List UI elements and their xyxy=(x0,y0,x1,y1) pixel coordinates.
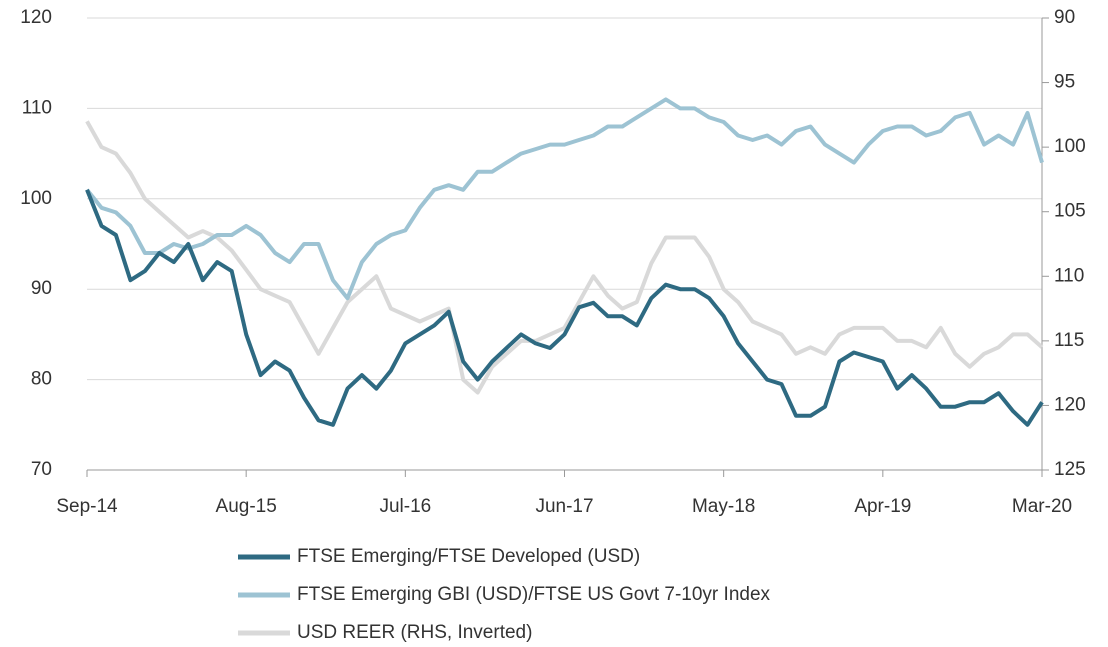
legend-label: USD REER (RHS, Inverted) xyxy=(297,622,532,643)
series-line xyxy=(85,97,1044,301)
series-line xyxy=(85,120,1044,395)
x-tick-label: May-18 xyxy=(692,496,755,517)
legend-label: FTSE Emerging GBI (USD)/FTSE US Govt 7-1… xyxy=(297,584,771,605)
y2-tick-label: 110 xyxy=(1054,265,1084,286)
y-tick-label: 90 xyxy=(31,278,52,299)
y2-tick-label: 120 xyxy=(1054,394,1086,415)
y-tick-label: 120 xyxy=(20,7,52,28)
y2-tick-label: 115 xyxy=(1054,330,1084,351)
y2-tick-label: 90 xyxy=(1054,7,1075,28)
x-tick-label: Apr-19 xyxy=(854,496,911,517)
y-tick-label: 100 xyxy=(20,188,52,209)
y-tick-label: 80 xyxy=(31,369,52,390)
y-tick-label: 70 xyxy=(31,459,52,480)
y2-tick-label: 125 xyxy=(1054,459,1086,480)
y2-tick-label: 95 xyxy=(1054,72,1075,93)
y2-tick-label: 105 xyxy=(1054,201,1086,222)
x-tick-label: Jul-16 xyxy=(379,496,431,517)
series-line xyxy=(85,189,1044,427)
y2-tick-label: 100 xyxy=(1054,136,1086,157)
x-tick-label: Aug-15 xyxy=(216,496,277,517)
legend-label: FTSE Emerging/FTSE Developed (USD) xyxy=(297,546,640,567)
y-tick-label: 110 xyxy=(22,97,52,118)
x-tick-label: Jun-17 xyxy=(535,496,593,517)
x-tick-label: Sep-14 xyxy=(56,496,118,517)
x-tick-label: Mar-20 xyxy=(1012,496,1072,517)
